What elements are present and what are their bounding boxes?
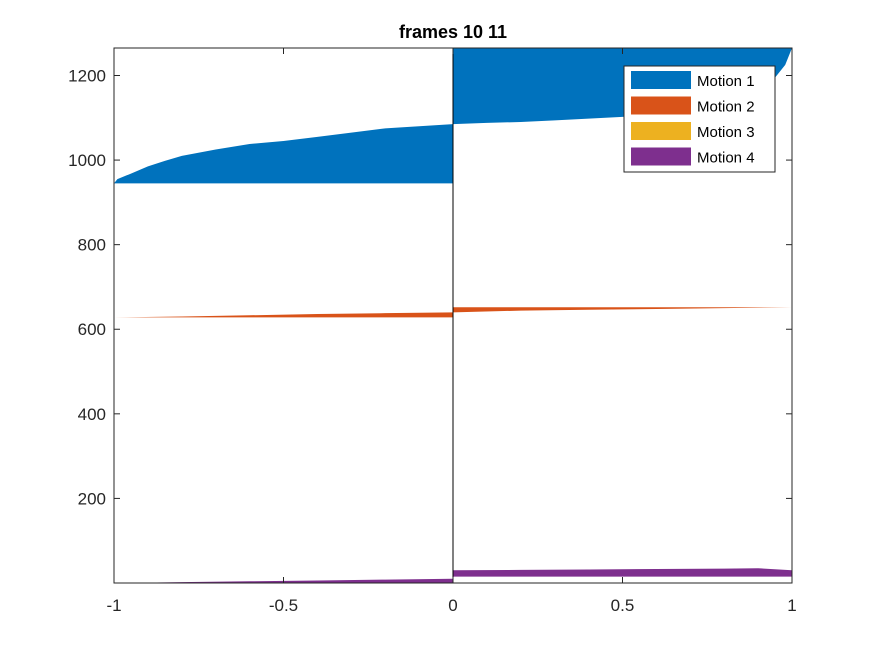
y-tick-label: 1200 (68, 66, 106, 85)
x-tick-label: -1 (106, 596, 121, 615)
legend-label-motion-3: Motion 3 (697, 124, 755, 141)
legend-swatch-motion-1 (631, 71, 691, 89)
y-axis: 200 400 600 800 1000 1200 (68, 66, 792, 508)
chart-title: frames 10 11 (399, 22, 507, 42)
y-tick-label: 200 (78, 489, 106, 508)
legend-label-motion-1: Motion 1 (697, 73, 755, 90)
x-tick-label: 0 (448, 596, 457, 615)
legend-label-motion-4: Motion 4 (697, 150, 755, 167)
legend-swatch-motion-2 (631, 96, 691, 115)
legend: Motion 1 Motion 2 Motion 3 Motion 4 (623, 65, 776, 173)
motion-1-area-left (114, 124, 453, 184)
x-axis: -1 -0.5 0 0.5 1 (106, 48, 797, 615)
legend-label-motion-2: Motion 2 (697, 99, 755, 116)
x-tick-label: -0.5 (269, 596, 298, 615)
x-tick-label: 0.5 (611, 596, 635, 615)
x-tick-label: 1 (787, 596, 796, 615)
motion-4-area-right (453, 568, 792, 577)
motion-2-area-right (453, 307, 792, 313)
y-tick-label: 1000 (68, 151, 106, 170)
legend-swatch-motion-4 (631, 147, 691, 166)
y-tick-label: 400 (78, 405, 106, 424)
legend-swatch-motion-3 (631, 122, 691, 140)
y-tick-label: 800 (78, 236, 106, 255)
motion-2-area-left (114, 312, 453, 318)
y-tick-label: 600 (78, 320, 106, 339)
